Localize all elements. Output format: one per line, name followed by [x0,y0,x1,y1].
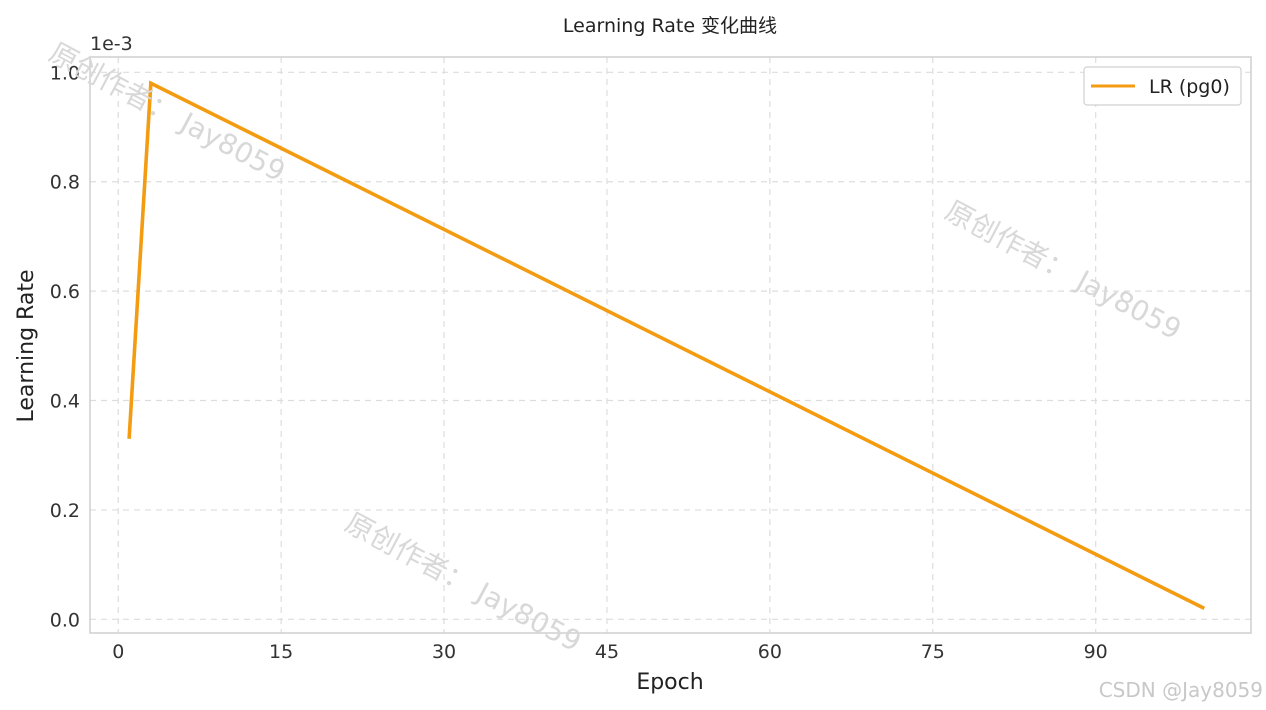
x-tick-label: 0 [112,641,124,663]
y-axis-title: Learning Rate [14,270,39,423]
grid-layer [90,57,1251,633]
tick-labels: 0 15 30 45 60 75 90 0.0 0.2 0.4 0.6 0.8 1.0 [50,62,1108,663]
csdn-credit: CSDN @Jay8059 [1099,678,1263,702]
legend-label: LR (pg0) [1149,76,1230,98]
y-tick-label: 0.2 [50,500,80,522]
chart-title: Learning Rate 变化曲线 [563,15,777,37]
x-tick-label: 60 [758,641,782,663]
x-axis-title: Epoch [636,670,703,695]
x-tick-label: 15 [269,641,293,663]
y-tick-label: 0.6 [50,281,80,303]
legend: LR (pg0) [1083,66,1242,106]
y-tick-label: 1.0 [50,62,80,84]
legend-box [1083,66,1242,106]
y-tick-label: 0.0 [50,609,80,631]
plot-frame [89,56,1252,634]
x-tick-label: 90 [1084,641,1108,663]
x-tick-label: 30 [432,641,456,663]
y-tick-label: 0.4 [50,391,80,413]
x-tick-label: 75 [921,641,945,663]
series-line-lr-pg0 [127,80,1206,610]
y-tick-label: 0.8 [50,172,80,194]
x-tick-label: 45 [595,641,619,663]
y-offset-label: 1e-3 [90,33,133,55]
series-layer [127,80,1206,610]
